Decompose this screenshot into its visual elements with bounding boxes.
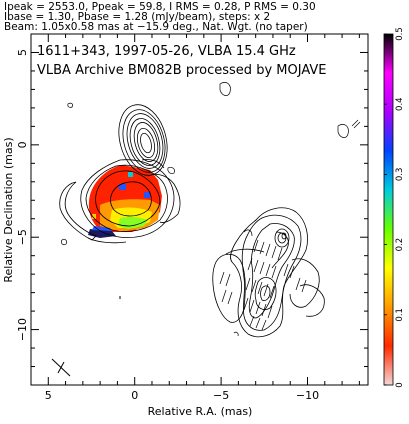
noise-contours bbox=[61, 82, 361, 337]
colorbar bbox=[383, 33, 394, 386]
beam-marker bbox=[51, 358, 71, 377]
y-tick-label: 5 bbox=[16, 49, 29, 56]
colorbar-tick-label: 0 bbox=[395, 382, 405, 387]
y-tick-label: −10 bbox=[16, 318, 29, 341]
colorbar-tick-label: 0.1 bbox=[395, 308, 405, 322]
colorbar-tick-label: 0.4 bbox=[395, 97, 405, 111]
chart-title-line-1: 1611+343, 1997-05-26, VLBA 15.4 GHz bbox=[37, 44, 296, 59]
header-line-1: Ipeak = 2553.0, Ppeak = 59.8, I RMS = 0.… bbox=[4, 1, 316, 13]
y-tick-label: 0 bbox=[16, 141, 29, 148]
x-tick-label: 5 bbox=[45, 389, 52, 402]
x-tick-label: −10 bbox=[296, 389, 319, 402]
x-axis-label: Relative R.A. (mas) bbox=[148, 405, 253, 418]
x-tick-label: −5 bbox=[213, 389, 229, 402]
colorbar-tick-label: 0.2 bbox=[395, 238, 405, 252]
y-tick-labels: 5 0 −5 −10 bbox=[16, 49, 29, 341]
header-line-3: Beam: 1.05x0.58 mas at −15.9 deg., Nat. … bbox=[4, 21, 308, 33]
header-line-2: Ibase = 1.30, Pbase = 1.28 (mJy/beam), s… bbox=[4, 11, 271, 23]
y-tick-label: −5 bbox=[16, 229, 29, 245]
colorbar-ticks: 0 0.1 0.2 0.3 0.4 0.5 bbox=[384, 27, 405, 388]
x-tick-labels: 5 0 −5 −10 bbox=[45, 389, 319, 402]
core-contours bbox=[59, 104, 181, 244]
plot-frame bbox=[30, 33, 369, 386]
map-content bbox=[51, 82, 361, 377]
x-tick-label: 0 bbox=[131, 389, 138, 402]
y-axis-label: Relative Declination (mas) bbox=[2, 137, 15, 282]
colorbar-tick-label: 0.3 bbox=[395, 168, 405, 182]
axis-ticks bbox=[30, 34, 368, 385]
colorbar-tick-label: 0.5 bbox=[395, 27, 405, 41]
polarization-vectors bbox=[219, 239, 307, 331]
chart-title-line-2: VLBA Archive BM082B processed by MOJAVE bbox=[37, 63, 327, 78]
